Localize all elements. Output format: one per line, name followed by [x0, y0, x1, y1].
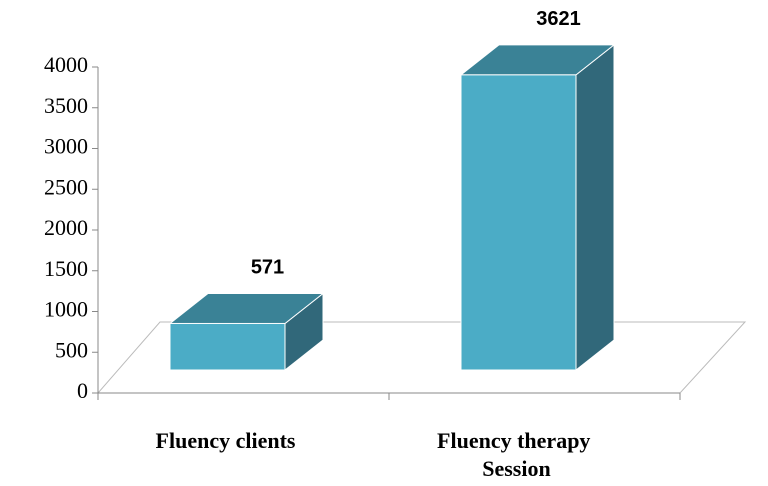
y-tick-label: 2500: [44, 174, 88, 199]
y-tick-label: 3000: [44, 134, 88, 159]
y-tick-label: 0: [77, 378, 88, 403]
y-tick-label: 2000: [44, 215, 88, 240]
y-tick-label: 3500: [44, 93, 88, 118]
value-label: 3621: [536, 8, 581, 30]
bar: [460, 74, 577, 371]
bar: [169, 322, 286, 371]
y-tick-label: 4000: [44, 52, 88, 77]
y-tick-label: 500: [55, 337, 88, 362]
y-tick-label: 1000: [44, 297, 88, 322]
bar-side: [575, 43, 615, 372]
y-tick-label: 1500: [44, 256, 88, 281]
value-label: 571: [251, 256, 284, 278]
x-tick-label: Fluency clients: [156, 428, 296, 453]
x-tick-label: Fluency therapy Session: [437, 428, 596, 481]
